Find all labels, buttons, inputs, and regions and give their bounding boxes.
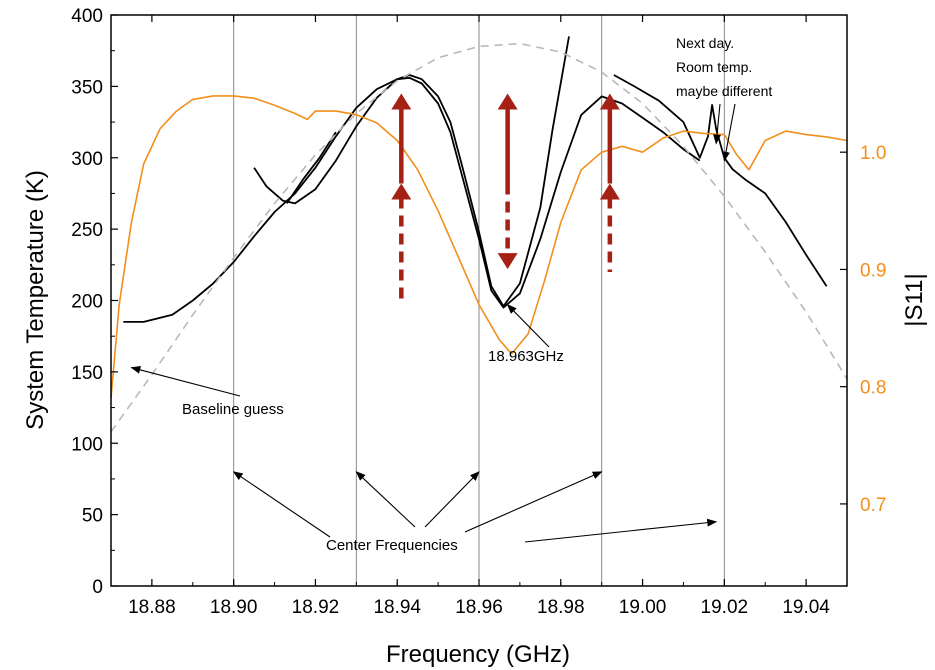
y2-axis-title: |S11| xyxy=(901,273,928,326)
annotation-arrows xyxy=(130,103,736,543)
arrow-center-frequencies-0 xyxy=(232,471,331,538)
annotation-center-freq-value: 18.963GHz xyxy=(488,348,564,365)
y2-tick-label: 0.7 xyxy=(860,495,886,516)
temperature-series-line-2 xyxy=(286,131,337,204)
y-tick-label: 50 xyxy=(82,506,103,527)
x-tick-label: 18.92 xyxy=(292,597,340,618)
arrow-center-frequencies-4 xyxy=(524,518,718,543)
x-tick-label: 18.90 xyxy=(210,597,258,618)
red-arrows xyxy=(391,93,620,301)
x-tick-label: 19.00 xyxy=(619,597,667,618)
red-arrow-dashed-head-1 xyxy=(497,253,518,270)
y-tick-label: 0 xyxy=(92,577,103,598)
x-tick-label: 18.98 xyxy=(537,597,585,618)
temperature-series-line-1 xyxy=(253,36,570,308)
red-arrow-solid-head-2 xyxy=(599,93,620,110)
annotation-center-frequencies: Center Frequencies xyxy=(326,537,458,554)
y-tick-label: 400 xyxy=(71,6,103,27)
arrow-baseline-guess xyxy=(130,366,241,397)
data-series xyxy=(110,36,848,433)
y2-tick-label: 0.8 xyxy=(860,378,886,399)
red-arrow-solid-head-1 xyxy=(497,93,518,110)
s11-series-line xyxy=(110,95,848,399)
arrow-next-day-0 xyxy=(713,103,721,145)
arrow-next-day-1 xyxy=(722,103,736,162)
y-tick-label: 250 xyxy=(71,220,103,241)
y-tick-label: 150 xyxy=(71,363,103,384)
center-frequency-lines xyxy=(233,15,725,586)
y2-axis-ticks: 0.7 0.8 0.9 1.0 xyxy=(840,143,886,516)
y-axis-title: System Temperature (K) xyxy=(22,170,49,430)
x-tick-label: 19.02 xyxy=(701,597,749,618)
y-axis-ticks: 0 50 100 150 200 250 300 350 400 xyxy=(71,6,118,598)
x-tick-label: 18.94 xyxy=(373,597,421,618)
x-axis-title: Frequency (GHz) xyxy=(386,641,570,668)
x-tick-label: 18.96 xyxy=(455,597,503,618)
x-tick-label: 19.04 xyxy=(782,597,830,618)
y2-tick-label: 0.9 xyxy=(860,260,886,281)
baseline-guess-line xyxy=(110,42,848,433)
arrow-center-frequencies-1 xyxy=(355,471,416,528)
y-tick-label: 300 xyxy=(71,149,103,170)
y-tick-label: 100 xyxy=(71,434,103,455)
red-arrow-dashed-head-2 xyxy=(599,183,620,200)
y-tick-label: 200 xyxy=(71,292,103,313)
arrow-center-frequencies-3 xyxy=(464,471,603,533)
y-tick-label: 350 xyxy=(71,77,103,98)
temperature-series-line-3 xyxy=(613,74,828,287)
x-axis-ticks: 18.88 18.90 18.92 18.94 18.96 18.98 19.00 19.02… xyxy=(110,15,848,618)
annotation-next-day-line3: maybe different xyxy=(676,83,772,99)
annotation-next-day-line2: Room temp. xyxy=(676,59,752,75)
arrow-center-frequencies-2 xyxy=(424,471,480,528)
arrow-center-freq-value xyxy=(506,304,550,348)
red-arrow-dashed-head-0 xyxy=(391,183,412,200)
red-arrow-solid-head-0 xyxy=(391,93,412,110)
temperature-series-line-0 xyxy=(123,76,701,323)
y2-tick-label: 1.0 xyxy=(860,143,886,164)
annotation-baseline-guess: Baseline guess xyxy=(182,401,284,418)
annotation-next-day-line1: Next day. xyxy=(676,35,734,51)
x-tick-label: 18.88 xyxy=(128,597,176,618)
